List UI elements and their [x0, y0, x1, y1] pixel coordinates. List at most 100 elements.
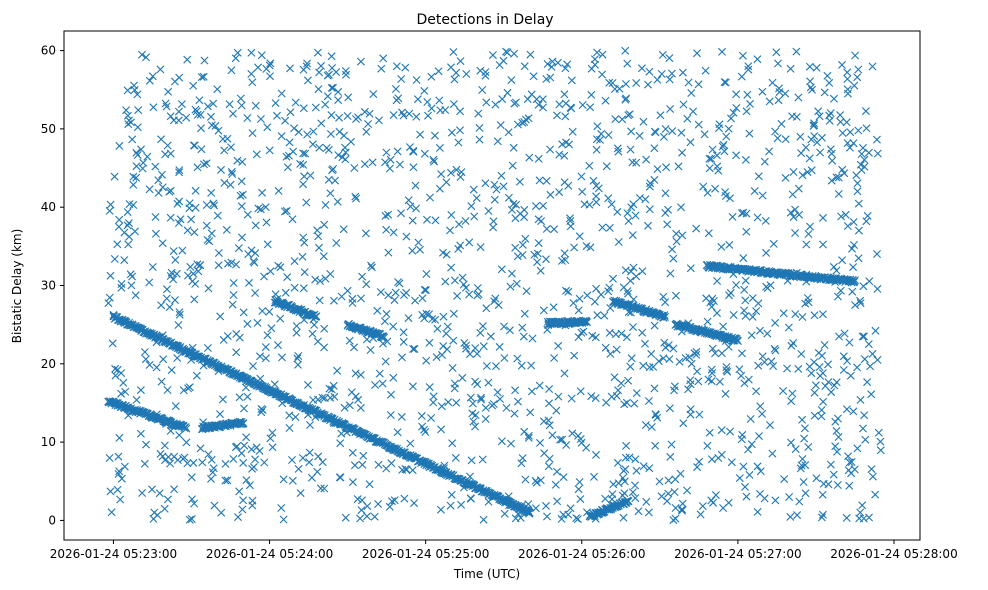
data-point — [294, 128, 303, 137]
data-point — [454, 138, 463, 147]
data-point — [484, 378, 493, 387]
data-point — [846, 128, 855, 137]
data-point — [756, 489, 764, 498]
data-point — [557, 514, 566, 523]
data-point — [309, 396, 318, 404]
data-point — [661, 209, 670, 217]
data-point — [727, 114, 735, 123]
data-point — [335, 113, 344, 122]
data-point — [847, 278, 856, 287]
data-point — [285, 424, 294, 432]
data-point — [260, 458, 269, 467]
data-point — [753, 213, 762, 222]
data-point — [376, 288, 385, 297]
data-point — [800, 424, 809, 433]
data-point — [179, 386, 188, 395]
data-point — [477, 395, 486, 404]
data-point — [839, 352, 848, 361]
data-point — [362, 127, 371, 136]
data-point — [539, 417, 548, 426]
data-point — [288, 215, 297, 224]
data-point — [369, 90, 378, 99]
data-point — [270, 380, 279, 389]
data-point — [534, 215, 543, 224]
data-point — [758, 87, 767, 96]
data-point — [123, 111, 132, 120]
data-point — [374, 460, 383, 469]
data-point — [497, 265, 506, 274]
data-point — [805, 62, 814, 71]
data-point — [577, 172, 586, 181]
data-point — [308, 329, 317, 338]
data-point — [124, 240, 133, 249]
data-point — [282, 152, 291, 161]
data-point — [317, 119, 326, 128]
data-point — [479, 515, 488, 524]
data-point — [148, 72, 157, 81]
data-point — [245, 481, 254, 490]
data-point — [638, 328, 647, 337]
data-point — [791, 445, 800, 454]
data-point — [229, 291, 238, 299]
data-point — [370, 512, 379, 521]
data-point — [221, 459, 230, 468]
data-point — [252, 443, 261, 452]
data-point — [271, 99, 280, 108]
data-point — [592, 284, 601, 293]
data-point — [294, 352, 303, 360]
data-point — [566, 103, 575, 112]
data-point — [301, 149, 310, 158]
data-point — [614, 147, 623, 156]
data-point — [330, 392, 339, 401]
data-point — [397, 412, 406, 421]
data-point — [859, 143, 867, 152]
data-point — [639, 462, 648, 471]
data-point — [511, 386, 520, 395]
data-point — [220, 146, 229, 155]
data-point — [340, 403, 349, 412]
data-point — [857, 150, 866, 158]
data-point — [532, 95, 541, 104]
data-point — [141, 355, 150, 364]
data-point — [693, 49, 701, 58]
data-point — [860, 162, 869, 171]
data-point — [175, 168, 184, 177]
data-point — [326, 189, 335, 198]
data-point — [860, 155, 869, 164]
data-point — [561, 64, 570, 73]
data-point — [185, 199, 194, 208]
x-axis: 2026-01-24 05:23:00 2026-01-24 05:24:00 20… — [50, 540, 958, 561]
data-point — [668, 245, 677, 254]
data-point — [350, 164, 359, 172]
data-point — [824, 360, 832, 369]
data-point — [232, 329, 241, 338]
data-point — [642, 155, 651, 164]
data-point — [360, 107, 369, 116]
data-point — [449, 309, 458, 318]
data-point — [236, 420, 245, 429]
data-point — [529, 72, 538, 81]
data-point — [380, 317, 389, 326]
data-point — [742, 492, 751, 501]
data-point — [687, 89, 696, 97]
data-point — [849, 407, 858, 416]
data-point — [276, 263, 285, 272]
data-point — [257, 408, 266, 417]
data-point — [753, 507, 762, 516]
data-point — [630, 399, 639, 408]
data-point — [667, 69, 676, 78]
data-point — [512, 200, 521, 209]
data-point — [561, 112, 570, 121]
data-point — [551, 480, 560, 489]
data-point — [183, 55, 192, 64]
data-point — [397, 75, 406, 83]
data-point — [466, 494, 475, 503]
data-point — [402, 232, 411, 241]
data-point — [530, 250, 539, 259]
data-point — [110, 255, 119, 263]
data-point — [250, 258, 259, 267]
data-point — [214, 261, 223, 270]
data-point — [858, 332, 867, 341]
data-point — [436, 106, 445, 115]
data-point — [570, 351, 579, 360]
